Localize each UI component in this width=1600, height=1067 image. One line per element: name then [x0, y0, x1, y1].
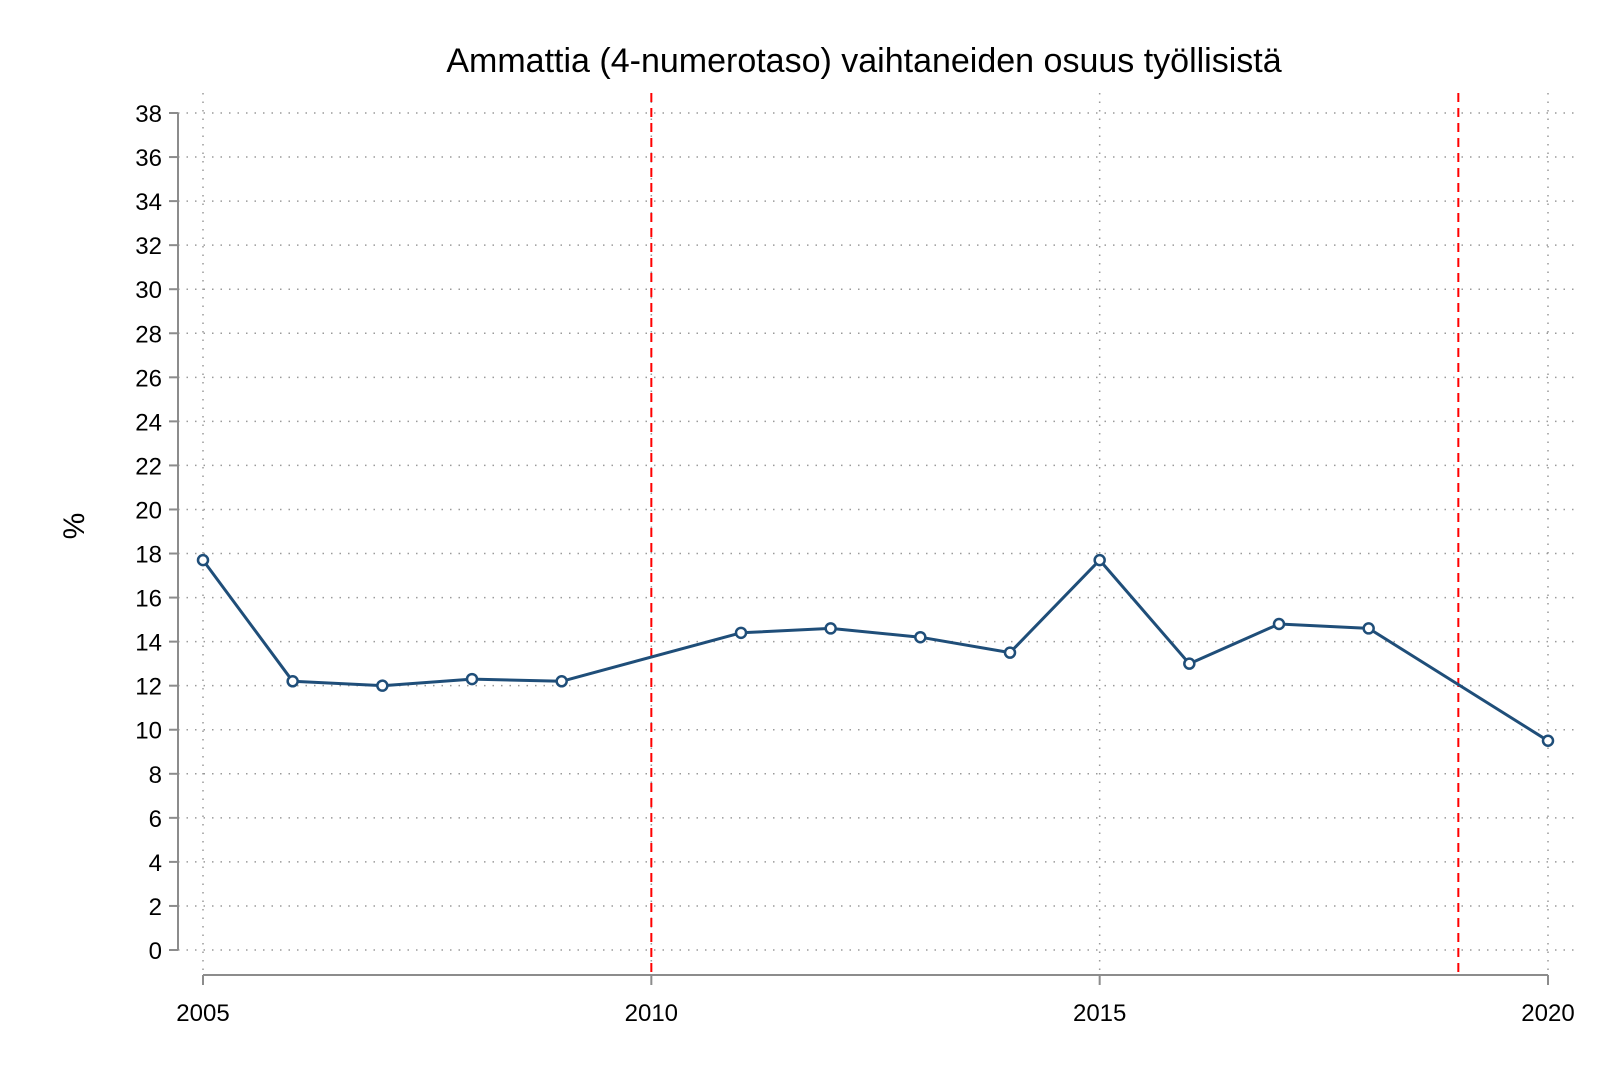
x-tick-label: 2015	[1073, 1000, 1126, 1027]
data-point	[465, 672, 479, 686]
y-tick-label: 20	[135, 497, 162, 524]
x-tick-label: 2010	[625, 1000, 678, 1027]
y-tick-label: 16	[135, 586, 162, 613]
y-tick-label: 0	[149, 938, 162, 965]
y-tick-label: 22	[135, 453, 162, 480]
reference-lines	[650, 93, 1460, 975]
y-tick-label: 8	[149, 762, 162, 789]
y-tick-label: 6	[149, 806, 162, 833]
y-tick-label: 32	[135, 233, 162, 260]
y-tick-label: 34	[135, 189, 162, 216]
data-point	[555, 675, 568, 688]
data-point	[1183, 657, 1196, 670]
y-tick-label: 30	[135, 277, 162, 304]
y-tick-label: 10	[135, 718, 162, 745]
data-point	[286, 675, 299, 688]
data-point	[914, 630, 927, 644]
series-line	[201, 558, 1549, 743]
y-tick-label: 4	[149, 850, 162, 877]
grid-lines	[178, 93, 1576, 975]
data-point	[1003, 646, 1017, 659]
data-point	[1093, 553, 1106, 567]
chart-title: Ammattia (4-numerotaso) vaihtaneiden osu…	[446, 42, 1281, 80]
y-tick-label: 14	[135, 630, 162, 657]
data-point	[196, 553, 210, 567]
data-point	[376, 679, 389, 692]
y-tick-label: 12	[135, 674, 162, 701]
x-tick-label: 2020	[1521, 1000, 1574, 1027]
data-point	[734, 626, 748, 640]
y-tick-label: 28	[135, 321, 162, 348]
data-point	[1541, 734, 1555, 747]
y-tick-label: 24	[135, 409, 162, 436]
data-series	[196, 553, 1555, 747]
data-point	[824, 622, 837, 635]
y-tick-label: 2	[149, 894, 162, 921]
y-axis-label: %	[58, 513, 91, 540]
y-tick-label: 36	[135, 145, 162, 172]
x-tick-label: 2005	[176, 1000, 229, 1027]
y-tick-label: 26	[135, 365, 162, 392]
y-tick-label: 18	[135, 542, 162, 569]
data-point	[1362, 622, 1375, 635]
y-tick-label: 38	[135, 101, 162, 128]
data-point	[1272, 617, 1286, 631]
